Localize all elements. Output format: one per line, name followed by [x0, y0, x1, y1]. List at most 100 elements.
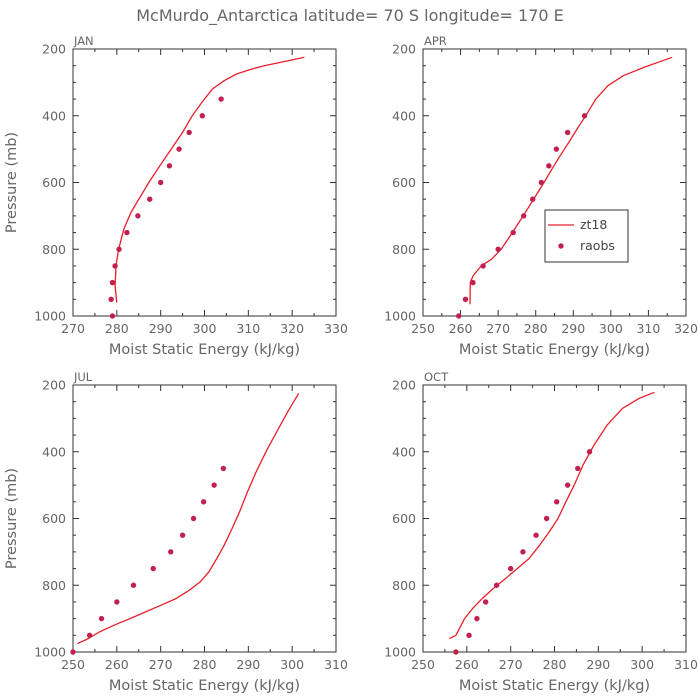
- x-tick-label: 290: [149, 321, 173, 336]
- panel-title: JAN: [73, 34, 94, 48]
- panel-oct: 250 260 270 280 290 300 310 200 400 600 800 1000 OCT…: [384, 370, 698, 694]
- legend: zt18 raobs: [544, 209, 629, 263]
- series-line-zt18: [449, 391, 655, 640]
- y-tick-label: 600: [392, 511, 416, 526]
- x-tick-label: 280: [193, 657, 217, 672]
- data-point-raobs: [455, 313, 462, 319]
- data-point-raobs: [108, 296, 114, 303]
- legend-box: [544, 209, 629, 263]
- data-point-raobs: [466, 632, 472, 639]
- data-point-raobs: [176, 146, 182, 152]
- series-line-zt18: [469, 56, 673, 305]
- series-line-zt18: [114, 56, 305, 303]
- x-tick-label: 310: [236, 321, 260, 336]
- data-point-raobs: [211, 482, 217, 488]
- x-tick-label: 280: [543, 657, 567, 672]
- data-point-raobs: [70, 649, 76, 655]
- x-axis-label: Moist Static Energy (kJ/kg): [459, 678, 650, 694]
- data-point-raobs: [112, 263, 118, 269]
- data-point-raobs: [520, 213, 527, 219]
- data-point-raobs: [543, 515, 550, 522]
- data-point-raobs: [124, 229, 130, 236]
- data-point-raobs: [86, 632, 93, 639]
- data-point-raobs: [453, 649, 459, 655]
- x-tick-label: 280: [524, 321, 548, 336]
- y-tick-label: 800: [392, 578, 416, 593]
- y-tick-label: 1000: [384, 645, 416, 660]
- data-point-raobs: [564, 482, 571, 488]
- data-point-raobs: [114, 599, 120, 605]
- y-tick-label: 1000: [34, 309, 66, 324]
- y-axis-label: Pressure (mb): [4, 468, 20, 569]
- data-point-raobs: [581, 113, 588, 119]
- x-tick-label: 310: [674, 657, 698, 672]
- data-point-raobs: [135, 213, 141, 219]
- data-point-raobs: [220, 465, 227, 472]
- x-tick-label: 300: [280, 657, 304, 672]
- data-point-raobs: [462, 296, 469, 303]
- x-tick-label: 320: [674, 321, 698, 336]
- axes-frame: [72, 384, 337, 653]
- legend-point-swatch: [558, 243, 564, 249]
- y-tick-label: 800: [392, 242, 416, 257]
- x-tick-label: 290: [586, 657, 610, 672]
- panel-jul: 250 260 270 280 290 300 310 200 400 600 800 1000 JUL…: [4, 370, 348, 694]
- x-tick-label: 280: [105, 321, 129, 336]
- x-axis-label: Moist Static Energy (kJ/kg): [459, 342, 650, 358]
- y-tick-label: 400: [392, 444, 416, 459]
- y-tick-label: 200: [392, 378, 416, 393]
- data-point-raobs: [130, 582, 137, 588]
- figure-title: McMurdo_Antarctica latitude= 70 S longit…: [136, 6, 564, 26]
- data-point-raobs: [553, 146, 560, 152]
- axes-frame: [422, 384, 687, 653]
- data-point-raobs: [480, 263, 486, 269]
- data-point-raobs: [575, 465, 581, 472]
- x-tick-label: 250: [61, 657, 85, 672]
- data-point-raobs: [200, 499, 207, 505]
- data-point-raobs: [482, 599, 489, 605]
- y-tick-label: 800: [42, 578, 66, 593]
- y-tick-label: 400: [42, 108, 66, 123]
- data-point-raobs: [495, 246, 501, 252]
- data-point-raobs: [553, 499, 560, 505]
- data-point-raobs: [218, 96, 224, 102]
- data-point-raobs: [199, 113, 206, 119]
- x-tick-label: 250: [411, 657, 435, 672]
- x-tick-label: 270: [499, 657, 523, 672]
- data-point-raobs: [564, 129, 571, 136]
- x-tick-label: 290: [236, 657, 260, 672]
- data-point-raobs: [533, 532, 539, 538]
- data-point-raobs: [98, 615, 105, 622]
- y-tick-label: 1000: [384, 309, 416, 324]
- x-tick-label: 270: [61, 321, 85, 336]
- data-point-raobs: [538, 179, 545, 186]
- x-tick-label: 260: [449, 321, 473, 336]
- x-tick-label: 290: [561, 321, 585, 336]
- x-tick-label: 300: [630, 657, 654, 672]
- x-tick-label: 260: [105, 657, 129, 672]
- x-tick-label: 270: [486, 321, 510, 336]
- panels: 270 280 290 300 310 320 330 200 400 600 800 1000 JAN…: [4, 34, 698, 694]
- x-tick-label: 250: [411, 321, 435, 336]
- y-tick-label: 200: [42, 378, 66, 393]
- legend-label-model: zt18: [580, 217, 607, 232]
- data-point-raobs: [147, 196, 153, 202]
- data-point-raobs: [586, 449, 593, 455]
- x-axis-label: Moist Static Energy (kJ/kg): [109, 678, 300, 694]
- y-tick-label: 600: [42, 175, 66, 190]
- y-tick-label: 400: [42, 444, 66, 459]
- series-line-zt18: [77, 392, 300, 645]
- x-tick-label: 270: [149, 657, 173, 672]
- x-tick-label: 300: [599, 321, 623, 336]
- x-tick-label: 330: [324, 321, 348, 336]
- data-point-raobs: [510, 229, 516, 236]
- data-point-raobs: [109, 313, 116, 319]
- panel-title: OCT: [424, 370, 449, 384]
- y-tick-label: 200: [392, 42, 416, 57]
- data-point-raobs: [116, 246, 122, 252]
- x-tick-label: 300: [193, 321, 217, 336]
- data-point-raobs: [546, 163, 552, 169]
- panel-apr: 250 260 270 280 290 300 310 320 200 400 600 800 1000…: [384, 34, 698, 358]
- x-tick-label: 320: [280, 321, 304, 336]
